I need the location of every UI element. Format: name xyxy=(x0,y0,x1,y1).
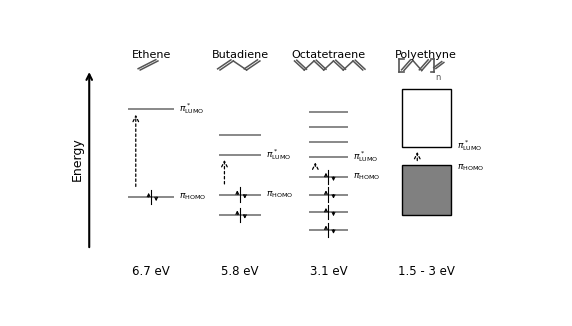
Text: Energy: Energy xyxy=(71,138,84,182)
Text: Polyethyne: Polyethyne xyxy=(395,51,457,60)
Text: $\pi^*_\mathrm{LUMO}$: $\pi^*_\mathrm{LUMO}$ xyxy=(457,138,483,153)
Text: $\pi_\mathrm{HOMO}$: $\pi_\mathrm{HOMO}$ xyxy=(352,171,380,182)
Text: $\pi^*_\mathrm{LUMO}$: $\pi^*_\mathrm{LUMO}$ xyxy=(179,101,204,116)
Text: 3.1 eV: 3.1 eV xyxy=(310,265,347,278)
Text: $\pi^*_\mathrm{LUMO}$: $\pi^*_\mathrm{LUMO}$ xyxy=(352,149,378,164)
Text: n: n xyxy=(435,73,440,82)
Text: $\pi^*_\mathrm{LUMO}$: $\pi^*_\mathrm{LUMO}$ xyxy=(265,147,291,162)
Text: 1.5 - 3 eV: 1.5 - 3 eV xyxy=(398,265,455,278)
Text: $\pi_\mathrm{HOMO}$: $\pi_\mathrm{HOMO}$ xyxy=(457,162,484,173)
Text: 5.8 eV: 5.8 eV xyxy=(221,265,259,278)
Bar xyxy=(402,89,451,147)
Text: $\pi_\mathrm{HOMO}$: $\pi_\mathrm{HOMO}$ xyxy=(179,191,206,202)
Text: Octatetraene: Octatetraene xyxy=(292,51,366,60)
Text: Butadiene: Butadiene xyxy=(212,51,268,60)
Bar xyxy=(402,165,451,215)
Text: Ethene: Ethene xyxy=(132,51,171,60)
Text: 6.7 eV: 6.7 eV xyxy=(133,265,170,278)
Text: $\pi_\mathrm{HOMO}$: $\pi_\mathrm{HOMO}$ xyxy=(265,189,293,200)
